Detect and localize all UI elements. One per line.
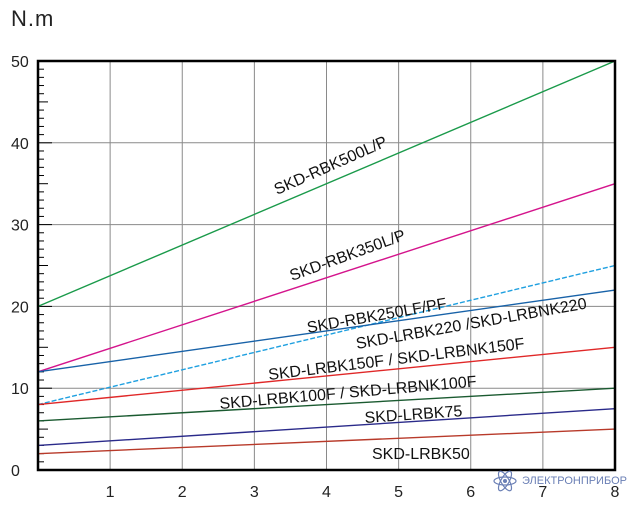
- atom-icon: [493, 470, 517, 492]
- x-tick-label: 5: [394, 484, 403, 501]
- x-tick-label: 2: [178, 484, 187, 501]
- y-tick-label: 10: [11, 381, 29, 398]
- grid: [38, 61, 615, 470]
- x-tick-label: 6: [466, 484, 475, 501]
- series-line: [37, 289, 616, 373]
- x-tick-label: 8: [611, 484, 620, 501]
- series-line: [37, 60, 616, 308]
- series-label: SKD-LRBK50: [372, 446, 470, 463]
- x-tick-label: 7: [538, 484, 547, 501]
- y-tick-label: 30: [11, 218, 29, 235]
- series-line: [37, 387, 616, 422]
- series-lines: [37, 60, 616, 455]
- y-axis-unit-label: N.m: [11, 6, 55, 31]
- y-tick-label: 40: [11, 136, 29, 153]
- series-line: [37, 264, 616, 406]
- watermark: ЭЛЕКТРОНПРИБОР: [492, 470, 627, 492]
- y-tick-label: 0: [11, 463, 20, 480]
- series-label: SKD-RBK500L/P: [272, 134, 390, 199]
- y-tick-label: 50: [11, 54, 29, 71]
- x-tick-label: 4: [322, 484, 331, 501]
- series-line: [37, 183, 616, 373]
- series-label: SKD-LRBK75: [364, 403, 463, 427]
- x-tick-label: 1: [106, 484, 115, 501]
- y-axis: 0 10 20 30 40 50: [11, 54, 52, 480]
- x-tick-label: 3: [250, 484, 259, 501]
- plot-frame: [36, 59, 617, 472]
- series-line: [37, 407, 616, 447]
- series-line: [37, 428, 616, 455]
- y-tick-label: 20: [11, 299, 29, 316]
- series-label: SKD-RBK350L/P: [288, 227, 408, 285]
- series-line: [37, 346, 616, 406]
- watermark-text: ЭЛЕКТРОНПРИБОР: [522, 475, 627, 487]
- x-axis: 1 2 3 4 5 6 7 8: [106, 484, 620, 501]
